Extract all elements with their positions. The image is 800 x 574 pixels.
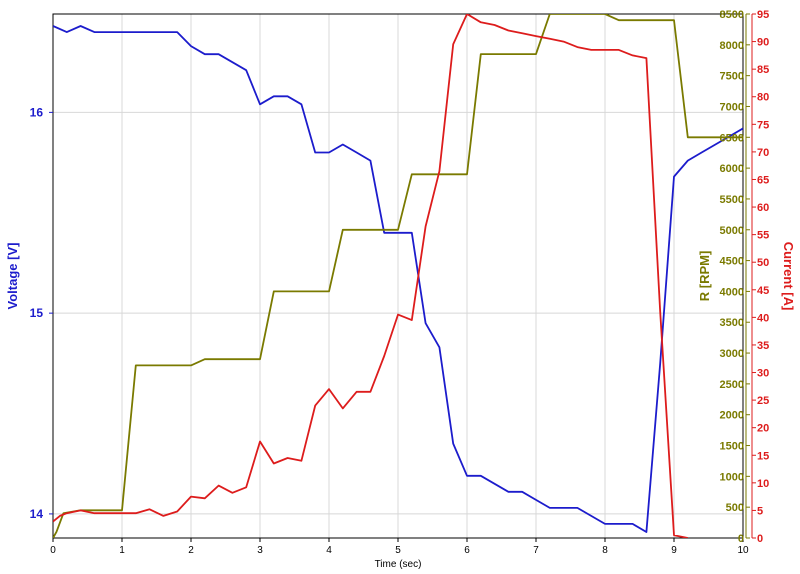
current-tick-label: 45 (757, 285, 769, 297)
rpm-tick-label: 2000 (720, 410, 744, 422)
current-tick-label: 20 (757, 423, 769, 435)
grid-lines (53, 14, 743, 538)
current-tick-label: 5 (757, 505, 763, 517)
current-tick-label: 85 (757, 64, 769, 76)
current-tick-label: 65 (757, 174, 769, 186)
axes: 0 1 2 3 4 5 6 7 8 9 101415160500100015002000250030… (30, 9, 770, 556)
current-tick-label: 80 (757, 92, 769, 104)
rpm-tick-label: 6000 (720, 163, 744, 175)
rpm-tick-label: 0 (738, 533, 744, 545)
current-tick-label: 70 (757, 147, 769, 159)
x-tick-label: 7 (533, 545, 539, 556)
rpm-tick-label: 8000 (720, 40, 744, 52)
rpm-tick-label: 4500 (720, 256, 744, 268)
voltage-axis-label: Voltage [V] (5, 243, 20, 310)
rpm-axis-label: R [RPM] (697, 251, 712, 302)
x-tick-label: 0 (50, 545, 56, 556)
voltage-tick-label: 15 (30, 306, 44, 320)
x-tick-label: 5 (395, 545, 401, 556)
x-tick-label: 2 (188, 545, 194, 556)
current-axis-label: Current [A] (781, 242, 796, 311)
rpm-tick-label: 2500 (720, 379, 744, 391)
current-tick-label: 40 (757, 312, 769, 324)
rpm-tick-label: 7500 (720, 71, 744, 83)
current-tick-label: 0 (757, 533, 763, 545)
rpm-tick-label: 1500 (720, 441, 744, 453)
rpm-tick-label: 3000 (720, 348, 744, 360)
rpm-tick-label: 500 (726, 502, 744, 514)
series-lines (53, 14, 743, 538)
current-series-line (53, 14, 688, 538)
current-tick-label: 75 (757, 119, 769, 131)
x-tick-label: 8 (602, 545, 608, 556)
x-axis-label: Time (sec) (375, 559, 422, 570)
voltage-tick-label: 14 (30, 507, 44, 521)
current-tick-label: 95 (757, 9, 769, 21)
x-tick-label: 4 (326, 545, 332, 556)
current-tick-label: 55 (757, 230, 769, 242)
current-tick-label: 90 (757, 37, 769, 49)
x-tick-label: 3 (257, 545, 263, 556)
rpm-series-line (53, 14, 743, 538)
current-tick-label: 50 (757, 257, 769, 269)
voltage-series-line (53, 25, 743, 533)
rpm-tick-label: 1000 (720, 471, 744, 483)
rpm-tick-label: 5000 (720, 225, 744, 237)
current-tick-label: 15 (757, 450, 769, 462)
voltage-tick-label: 16 (30, 105, 44, 119)
rpm-tick-label: 6500 (720, 132, 744, 144)
current-tick-label: 10 (757, 478, 769, 490)
rpm-tick-label: 4000 (720, 286, 744, 298)
rpm-tick-label: 3500 (720, 317, 744, 329)
rpm-tick-label: 5500 (720, 194, 744, 206)
x-tick-label: 6 (464, 545, 470, 556)
current-tick-label: 25 (757, 395, 769, 407)
x-tick-label: 9 (671, 545, 677, 556)
rpm-tick-label: 7000 (720, 101, 744, 113)
rpm-tick-label: 8500 (720, 9, 744, 21)
x-tick-label: 1 (119, 545, 125, 556)
x-tick-label: 10 (737, 545, 749, 556)
current-tick-label: 30 (757, 368, 769, 380)
current-tick-label: 35 (757, 340, 769, 352)
current-tick-label: 60 (757, 202, 769, 214)
